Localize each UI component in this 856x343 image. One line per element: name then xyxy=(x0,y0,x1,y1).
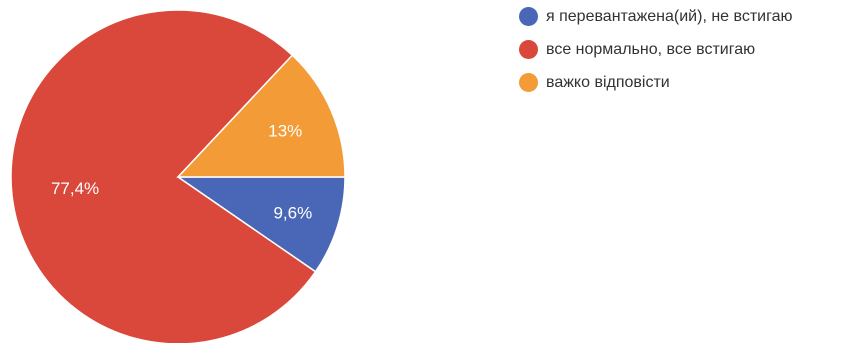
legend-label-fine: все нормально, все встигаю xyxy=(546,41,756,58)
pie-slices xyxy=(10,9,346,343)
pie-slice-overloaded[interactable] xyxy=(175,176,346,273)
legend-label-hard-to-say: важко відповісти xyxy=(546,74,670,91)
legend-swatch-overloaded xyxy=(519,7,538,26)
pie-chart: 9,6% 77,4% 13% xyxy=(10,9,346,343)
pie-value-label-hard-to-say: 13% xyxy=(268,122,302,141)
legend-item-overloaded[interactable]: я перевантажена(ий), не встигаю xyxy=(519,6,849,29)
pie-slice-fine[interactable] xyxy=(10,9,317,343)
legend-swatch-fine xyxy=(519,40,538,59)
legend-swatch-hard-to-say xyxy=(519,73,538,92)
pie-value-label-fine: 77,4% xyxy=(51,179,99,198)
pie-value-label-overloaded: 9,6% xyxy=(273,204,312,223)
legend-item-hard-to-say[interactable]: важко відповісти xyxy=(519,72,849,95)
pie-value-labels: 9,6% 77,4% 13% xyxy=(51,122,312,223)
legend-item-fine[interactable]: все нормально, все встигаю xyxy=(519,39,849,62)
legend-label-overloaded: я перевантажена(ий), не встигаю xyxy=(546,8,793,25)
pie-slice-hard-to-say[interactable] xyxy=(176,54,346,178)
legend: я перевантажена(ий), не встигаю все норм… xyxy=(519,6,849,105)
